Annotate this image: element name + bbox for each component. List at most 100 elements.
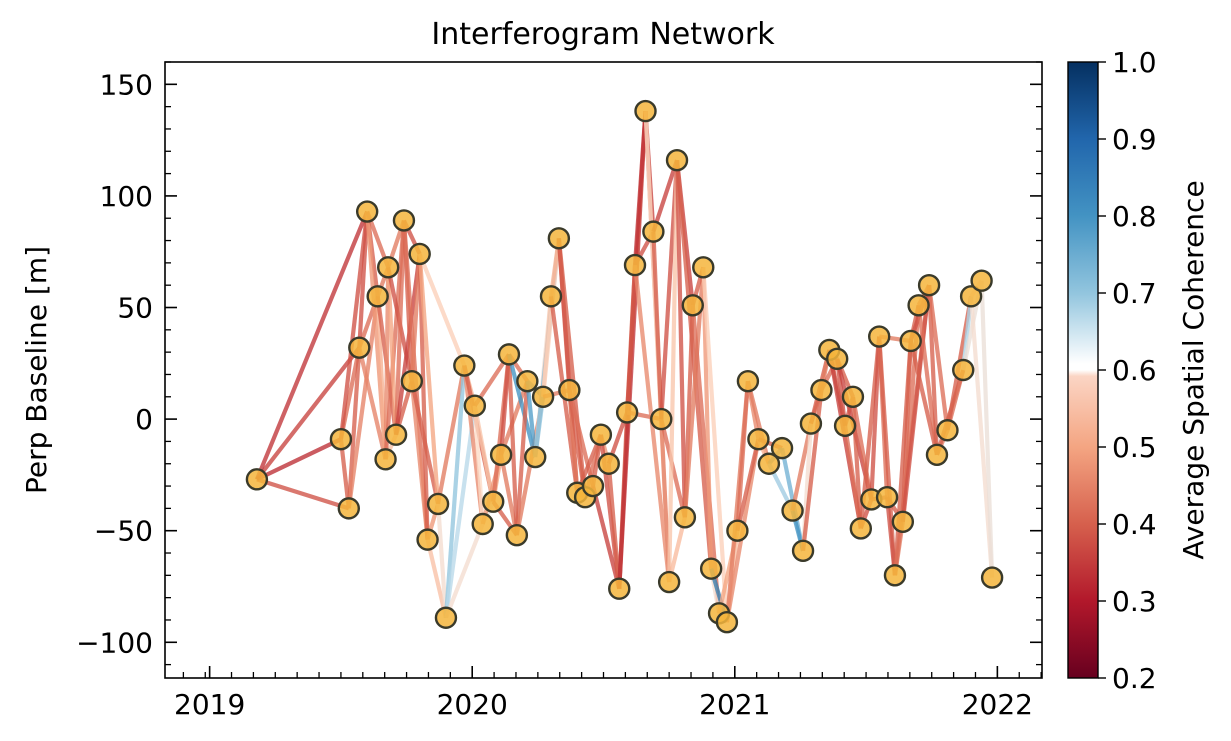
interferogram-edge [667,160,680,583]
interferogram-edge [506,353,538,458]
acquisition-point [471,512,494,536]
colorbar-tick-label: 0.3 [1112,585,1157,618]
acquisition-point [547,227,571,250]
interferogram-edge [506,354,519,536]
interferogram-edge [735,381,751,531]
interferogram-edge [927,284,950,431]
interferogram-edge [869,336,882,500]
acquisition-point [329,427,353,451]
acquisition-point [899,329,922,353]
acquisition-point [833,414,857,437]
acquisition-point [715,611,739,634]
interferogram-edge [436,365,467,505]
acquisition-point [959,285,983,308]
acquisition-point [482,490,505,513]
acquisition-point [726,519,749,542]
acquisition-point [665,149,689,172]
edges-layer [254,110,995,624]
acquisition-point [615,401,639,424]
interferogram-edge [651,159,680,233]
acquisition-point [392,209,416,232]
y-axis-label: Perp Baseline [m] [20,246,53,494]
acquisition-point [337,497,361,520]
acquisition-point [348,336,371,359]
acquisition-point [642,220,665,243]
colorbar-tick-label: 0.7 [1112,277,1157,310]
acquisition-point [883,564,907,587]
acquisition-point [497,343,521,366]
acquisition-point [849,517,873,540]
interferogram-edge [256,477,350,511]
colorbar [1067,61,1099,679]
acquisition-point [791,539,815,562]
y-axis: −100 −50 0 50 100 150 [76,61,1042,666]
interferogram-edge [590,485,622,590]
interferogram-edge [790,423,813,512]
interferogram-edge [606,463,622,589]
acquisition-point [589,423,613,446]
interferogram-edge [979,280,995,578]
points-layer [245,99,1004,634]
x-tick-label: 2021 [699,688,770,721]
colorbar-tick-label: 0.4 [1112,508,1157,541]
interferogram-edge [745,380,771,465]
acquisition-point [841,385,865,408]
acquisition-point [770,436,794,460]
interferogram-edge [357,347,388,460]
acquisition-point [980,566,1004,589]
interferogram-edge [417,253,441,505]
interferogram-edge [651,231,664,420]
interferogram-edge [338,211,370,440]
colorbar-label: Average Spatial Coherence [1177,180,1210,559]
acquisition-point [426,492,450,516]
acquisition-point [825,347,849,371]
interferogram-edge [346,296,380,509]
interferogram-edge [850,396,874,500]
acquisition-point [505,523,529,547]
interferogram-edge [357,211,370,348]
x-tick-label: 2019 [174,688,245,721]
acquisition-point [970,269,993,292]
acquisition-point [416,528,439,551]
interferogram-edge [386,267,399,435]
colorbar-tick-label: 0.5 [1112,431,1157,464]
interferogram-edge [254,210,370,481]
acquisition-point [434,606,458,629]
interferogram-edge [444,523,485,619]
acquisition-point [657,570,681,594]
acquisition-point [581,474,605,498]
interferogram-edge [514,381,530,536]
acquisition-point [810,378,833,402]
acquisition-point [384,423,408,446]
y-tick-label: 150 [100,68,153,101]
acquisition-point [692,256,715,279]
interferogram-edge [701,267,730,623]
interferogram-edge [472,405,496,503]
interferogram-edge [255,346,361,481]
acquisition-point [524,445,547,469]
interferogram-edge [255,437,342,482]
acquisition-point [608,577,631,600]
acquisition-point [516,369,539,393]
acquisition-point [489,443,513,467]
interferogram-edge [900,284,932,522]
interferogram-edge [435,503,449,618]
y-tick-label: 0 [135,403,153,436]
acquisition-point [925,443,949,467]
acquisition-point [699,557,723,580]
x-tick-label: 2022 [962,688,1033,721]
interferogram-edge [425,539,448,619]
acquisition-point [597,452,620,475]
interferogram-edge [632,110,648,266]
acquisition-point [355,200,379,223]
chart-title: Interferogram Network [431,17,775,52]
colorbar-tick-label: 0.8 [1112,200,1157,233]
acquisition-point [463,394,487,417]
acquisition-point [531,385,555,408]
acquisition-point [558,378,581,402]
acquisition-point [891,510,915,533]
interferogram-edge [443,365,467,618]
y-tick-label: 100 [100,180,153,213]
acquisition-point [781,499,804,522]
